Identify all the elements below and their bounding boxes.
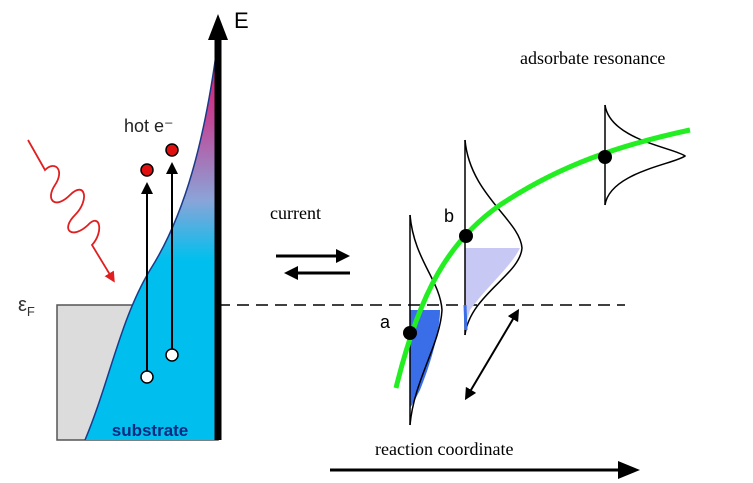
state-point [598,150,612,164]
current-label: current [270,203,321,223]
potential-curve [396,130,690,388]
state-b-label: b [444,206,454,226]
hole [141,371,153,383]
diagram: E εF hot e⁻ substrate current a b adsorb… [0,0,753,483]
state-point [459,229,473,243]
photon [28,140,112,278]
hole [166,349,178,361]
fermi-label: εF [18,294,35,319]
fluctuation-arrow [468,314,516,395]
energy-label: E [234,8,249,33]
hot-electron-label: hot e⁻ [124,116,174,136]
resonance-curve [605,105,685,205]
reaction-coordinate-label: reaction coordinate [375,439,513,459]
state-a-label: a [380,312,391,332]
substrate-label: substrate [112,421,189,440]
hot-electron [166,144,178,156]
hot-electron [141,164,153,176]
resonance-label: adsorbate resonance [520,48,665,68]
state-point [403,326,417,340]
energy-arrowhead [208,14,228,40]
